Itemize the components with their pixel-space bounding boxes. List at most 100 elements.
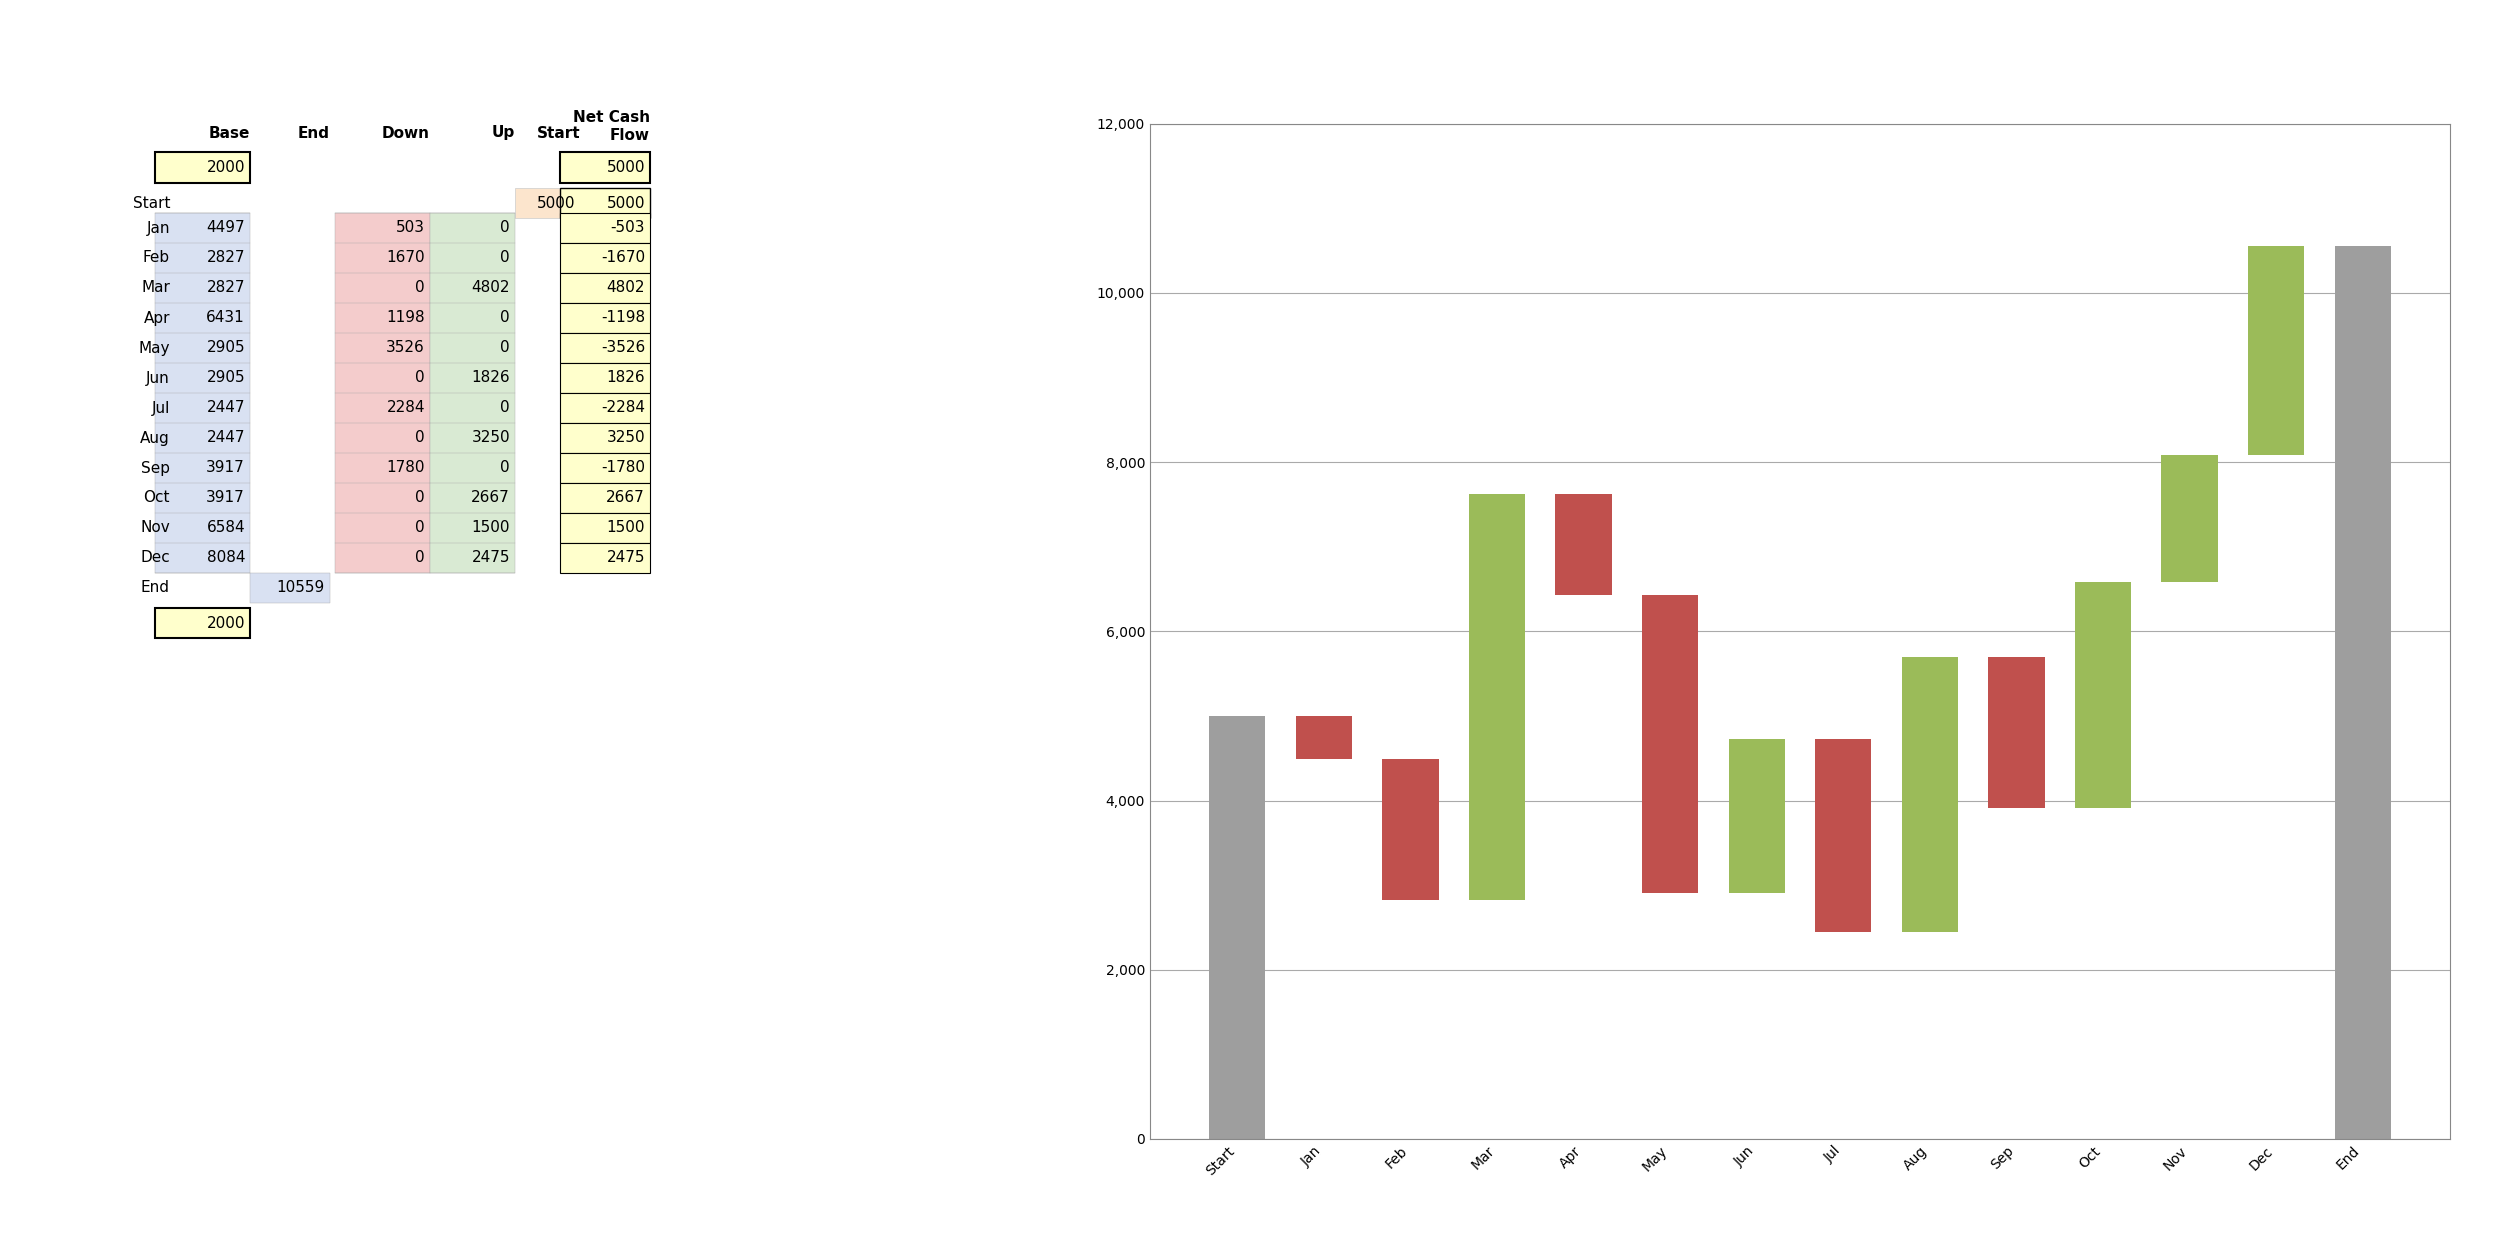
Text: 0: 0 <box>500 250 510 265</box>
Bar <box>1210 716 1265 1139</box>
Text: Start: Start <box>538 125 580 140</box>
Text: Feb: Feb <box>142 250 170 265</box>
Text: Dec: Dec <box>140 551 170 566</box>
Text: 1500: 1500 <box>472 520 510 536</box>
Text: Jan: Jan <box>148 220 170 235</box>
Text: Down: Down <box>382 125 430 140</box>
Bar <box>1383 759 1438 900</box>
Bar <box>1988 657 2045 807</box>
Bar <box>1470 900 1525 1139</box>
Bar <box>1642 595 1698 893</box>
Text: -1670: -1670 <box>600 250 645 265</box>
Text: End: End <box>140 581 170 595</box>
Bar <box>1295 716 1352 759</box>
Text: Base: Base <box>208 125 250 140</box>
Bar <box>560 333 650 363</box>
Bar <box>515 188 580 218</box>
Bar <box>560 152 650 183</box>
Bar <box>1555 494 1612 595</box>
Text: 1826: 1826 <box>472 370 510 385</box>
Text: Nov: Nov <box>140 520 170 536</box>
Bar <box>2248 245 2305 456</box>
Text: End: End <box>298 125 330 140</box>
Text: -503: -503 <box>610 220 645 235</box>
Text: Start: Start <box>132 196 170 210</box>
Text: Apr: Apr <box>142 311 170 326</box>
Bar <box>560 243 650 274</box>
Bar <box>560 303 650 333</box>
Bar <box>1470 494 1525 900</box>
Text: 3917: 3917 <box>205 490 245 505</box>
Text: 10559: 10559 <box>278 581 325 595</box>
Text: 2827: 2827 <box>208 250 245 265</box>
Text: 2000: 2000 <box>208 615 245 630</box>
Text: 5000: 5000 <box>538 196 575 210</box>
Text: 2475: 2475 <box>472 551 510 566</box>
Text: 2284: 2284 <box>388 401 425 416</box>
Text: 8084: 8084 <box>208 551 245 566</box>
Text: 0: 0 <box>415 490 425 505</box>
Bar <box>155 213 250 573</box>
Bar <box>560 188 650 218</box>
Text: 1826: 1826 <box>608 370 645 385</box>
Text: 0: 0 <box>500 340 510 355</box>
Text: 1670: 1670 <box>388 250 425 265</box>
Bar <box>560 213 650 243</box>
Bar <box>560 543 650 573</box>
Text: May: May <box>138 340 170 355</box>
Text: -3526: -3526 <box>600 340 645 355</box>
Text: 2447: 2447 <box>208 431 245 446</box>
Text: Net Cash: Net Cash <box>572 110 650 125</box>
Text: -1198: -1198 <box>600 311 645 326</box>
Bar <box>1642 893 1698 1139</box>
Text: 4802: 4802 <box>472 281 510 296</box>
Bar <box>250 573 330 603</box>
Text: 2475: 2475 <box>608 551 645 566</box>
Text: 0: 0 <box>415 520 425 536</box>
Text: Jul: Jul <box>152 401 170 416</box>
Text: 0: 0 <box>415 370 425 385</box>
Text: Sep: Sep <box>140 461 170 475</box>
Text: 3917: 3917 <box>205 461 245 475</box>
Bar <box>2335 245 2390 1139</box>
Text: 0: 0 <box>500 461 510 475</box>
Text: Up: Up <box>492 125 515 140</box>
Bar <box>560 392 650 423</box>
Text: 2905: 2905 <box>208 370 245 385</box>
Text: 1500: 1500 <box>608 520 645 536</box>
Text: 3250: 3250 <box>472 431 510 446</box>
Bar <box>1988 807 2045 1139</box>
Text: Flow: Flow <box>610 129 650 144</box>
Bar <box>1727 893 1785 1139</box>
Text: Mar: Mar <box>140 281 170 296</box>
Text: 1780: 1780 <box>388 461 425 475</box>
Text: 2000: 2000 <box>208 160 245 175</box>
Bar <box>430 213 515 573</box>
Bar <box>2248 456 2305 1139</box>
Bar <box>560 274 650 303</box>
Bar <box>560 483 650 513</box>
Bar <box>1555 595 1612 1139</box>
Text: 503: 503 <box>395 220 425 235</box>
Bar <box>560 453 650 483</box>
Text: 4497: 4497 <box>208 220 245 235</box>
Text: 2447: 2447 <box>208 401 245 416</box>
Text: 1198: 1198 <box>388 311 425 326</box>
Bar <box>1295 759 1352 1139</box>
Text: 2827: 2827 <box>208 281 245 296</box>
Text: 0: 0 <box>500 220 510 235</box>
Bar <box>560 513 650 543</box>
Text: 0: 0 <box>415 551 425 566</box>
Bar <box>155 152 250 183</box>
Text: 3250: 3250 <box>608 431 645 446</box>
Bar <box>2075 582 2130 807</box>
Bar <box>155 608 250 638</box>
Text: 2905: 2905 <box>208 340 245 355</box>
Text: 0: 0 <box>415 281 425 296</box>
Bar <box>1815 932 1872 1139</box>
Text: 2667: 2667 <box>608 490 645 505</box>
Text: 6431: 6431 <box>205 311 245 326</box>
Text: 2667: 2667 <box>470 490 510 505</box>
Text: 5000: 5000 <box>608 196 645 210</box>
Bar <box>1902 932 1958 1139</box>
